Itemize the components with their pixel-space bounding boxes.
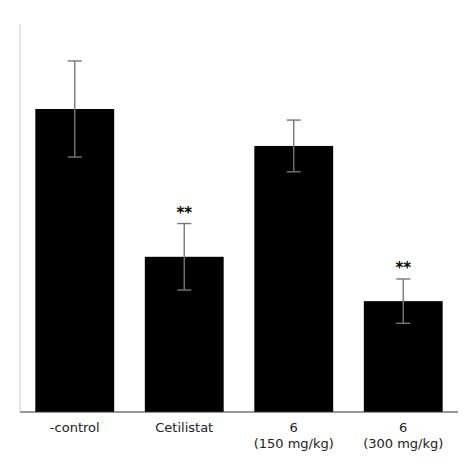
x-tick-label: 6(150 mg/kg) xyxy=(254,420,334,451)
error-cap xyxy=(177,223,191,224)
x-tick-label-line: -control xyxy=(50,420,100,435)
error-line xyxy=(184,224,185,291)
chart-svg: ****-controlCetilistat6(150 mg/kg)6(300 … xyxy=(0,0,474,474)
error-cap xyxy=(287,119,301,120)
error-bar xyxy=(396,279,410,323)
x-tick-label: -control xyxy=(50,420,100,435)
x-tick-label: 6(300 mg/kg) xyxy=(363,420,443,451)
error-line xyxy=(74,61,75,157)
x-tick-label-line: 6 xyxy=(399,420,407,435)
error-line xyxy=(293,120,294,172)
significance-label: ** xyxy=(176,204,192,222)
error-cap xyxy=(68,156,82,157)
error-cap xyxy=(287,171,301,172)
error-line xyxy=(403,279,404,323)
chart-container: ****-controlCetilistat6(150 mg/kg)6(300 … xyxy=(0,0,474,474)
x-tick-label-line: (150 mg/kg) xyxy=(254,436,334,451)
bar xyxy=(254,146,333,412)
x-tick-label-line: (300 mg/kg) xyxy=(363,436,443,451)
error-cap xyxy=(177,289,191,290)
error-cap xyxy=(396,323,410,324)
x-tick-label: Cetilistat xyxy=(155,420,213,435)
x-axis-line xyxy=(20,411,458,412)
error-cap xyxy=(68,60,82,61)
x-tick-label-line: 6 xyxy=(290,420,298,435)
error-bar xyxy=(287,120,301,172)
error-bar xyxy=(68,61,82,157)
significance-label: ** xyxy=(395,259,411,277)
x-tick-label-line: Cetilistat xyxy=(155,420,213,435)
y-axis-line xyxy=(20,24,21,412)
error-bar xyxy=(177,224,191,291)
plot-area xyxy=(35,61,442,412)
error-cap xyxy=(396,278,410,279)
